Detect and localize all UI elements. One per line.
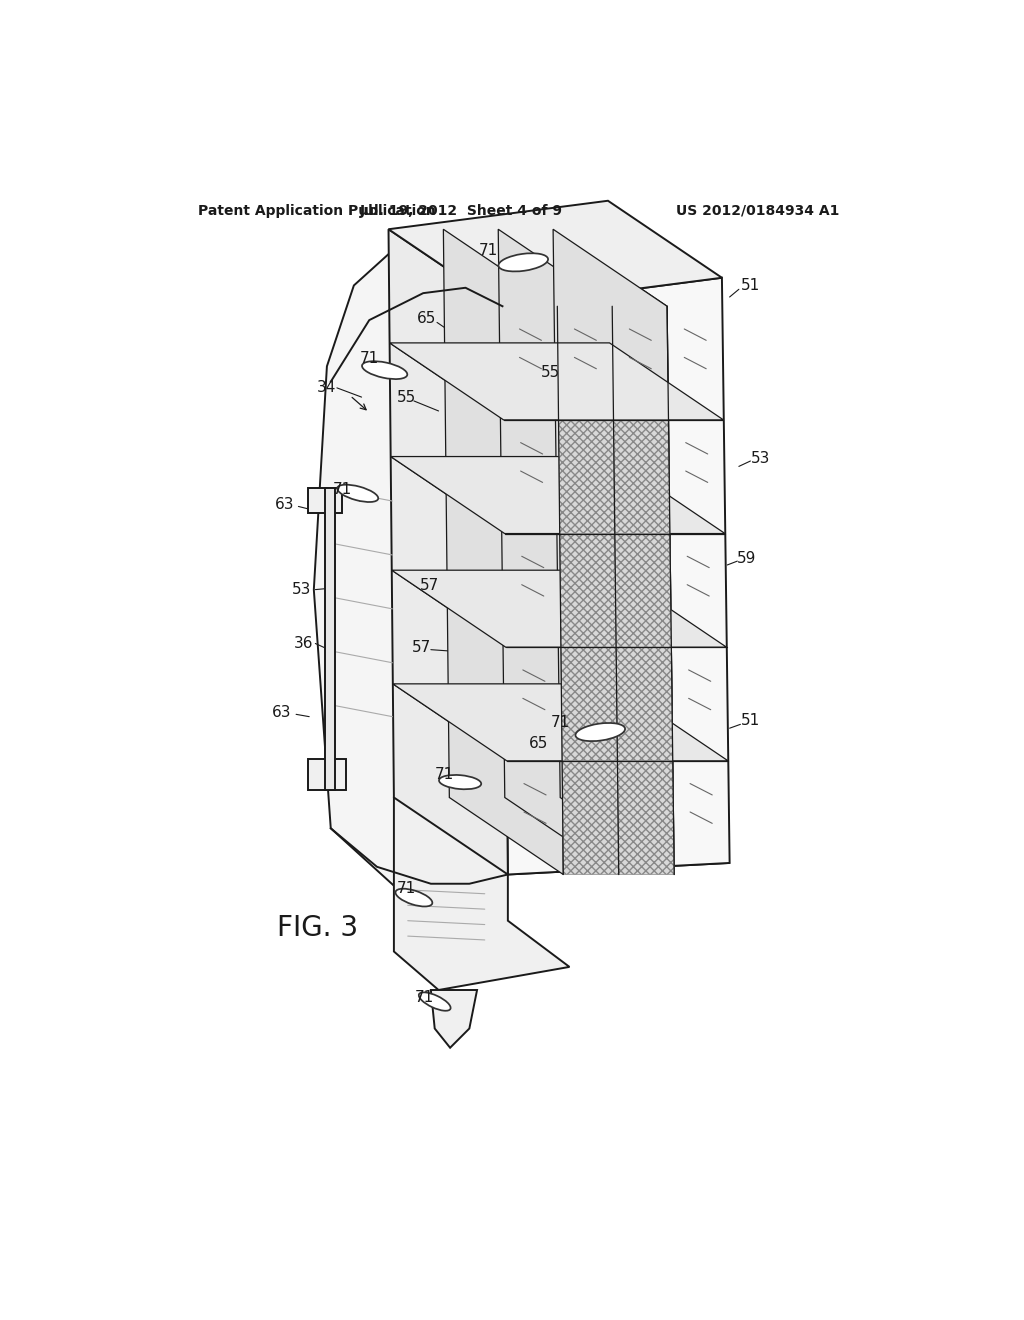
- Polygon shape: [393, 684, 728, 760]
- Ellipse shape: [395, 888, 432, 907]
- Polygon shape: [560, 533, 616, 647]
- Polygon shape: [614, 533, 672, 647]
- Polygon shape: [392, 570, 727, 647]
- Polygon shape: [613, 420, 670, 533]
- Ellipse shape: [439, 775, 481, 789]
- Text: 71: 71: [359, 351, 379, 366]
- Polygon shape: [388, 230, 508, 875]
- Text: 71: 71: [479, 243, 499, 259]
- Polygon shape: [443, 230, 563, 875]
- Text: 53: 53: [751, 451, 770, 466]
- Text: 65: 65: [529, 737, 548, 751]
- Polygon shape: [617, 760, 674, 875]
- Text: 63: 63: [274, 498, 294, 512]
- Text: US 2012/0184934 A1: US 2012/0184934 A1: [676, 203, 839, 218]
- Polygon shape: [561, 647, 617, 760]
- Text: 51: 51: [740, 713, 760, 729]
- Text: 57: 57: [420, 578, 439, 593]
- Text: 59: 59: [737, 552, 757, 566]
- Polygon shape: [503, 277, 730, 875]
- Polygon shape: [307, 488, 342, 512]
- Text: 71: 71: [333, 482, 352, 498]
- Ellipse shape: [362, 362, 408, 379]
- Polygon shape: [391, 457, 725, 533]
- Polygon shape: [388, 201, 722, 306]
- Text: 63: 63: [271, 705, 291, 721]
- Polygon shape: [558, 420, 614, 533]
- Polygon shape: [562, 760, 618, 875]
- Polygon shape: [307, 759, 346, 789]
- Text: 55: 55: [396, 389, 416, 405]
- Text: 51: 51: [740, 279, 760, 293]
- Polygon shape: [499, 230, 618, 875]
- Text: 71: 71: [415, 990, 434, 1006]
- Text: 65: 65: [418, 312, 436, 326]
- Text: Patent Application Publication: Patent Application Publication: [199, 203, 436, 218]
- Polygon shape: [325, 488, 335, 789]
- Polygon shape: [431, 990, 477, 1048]
- Polygon shape: [616, 647, 673, 760]
- Text: Jul. 19, 2012  Sheet 4 of 9: Jul. 19, 2012 Sheet 4 of 9: [360, 203, 563, 218]
- Ellipse shape: [499, 253, 548, 272]
- Polygon shape: [313, 249, 506, 890]
- Text: 34: 34: [317, 380, 337, 396]
- Text: 71: 71: [435, 767, 455, 781]
- Text: FIG. 3: FIG. 3: [276, 915, 358, 942]
- Polygon shape: [394, 785, 730, 990]
- Ellipse shape: [419, 993, 451, 1011]
- Text: 71: 71: [551, 714, 569, 730]
- Text: 57: 57: [412, 640, 431, 655]
- Polygon shape: [389, 343, 724, 420]
- Polygon shape: [553, 230, 674, 875]
- Text: 55: 55: [541, 364, 560, 380]
- Ellipse shape: [337, 484, 378, 502]
- Text: 53: 53: [292, 582, 311, 597]
- Ellipse shape: [575, 723, 625, 741]
- Text: 71: 71: [396, 880, 416, 896]
- Text: 36: 36: [294, 636, 313, 651]
